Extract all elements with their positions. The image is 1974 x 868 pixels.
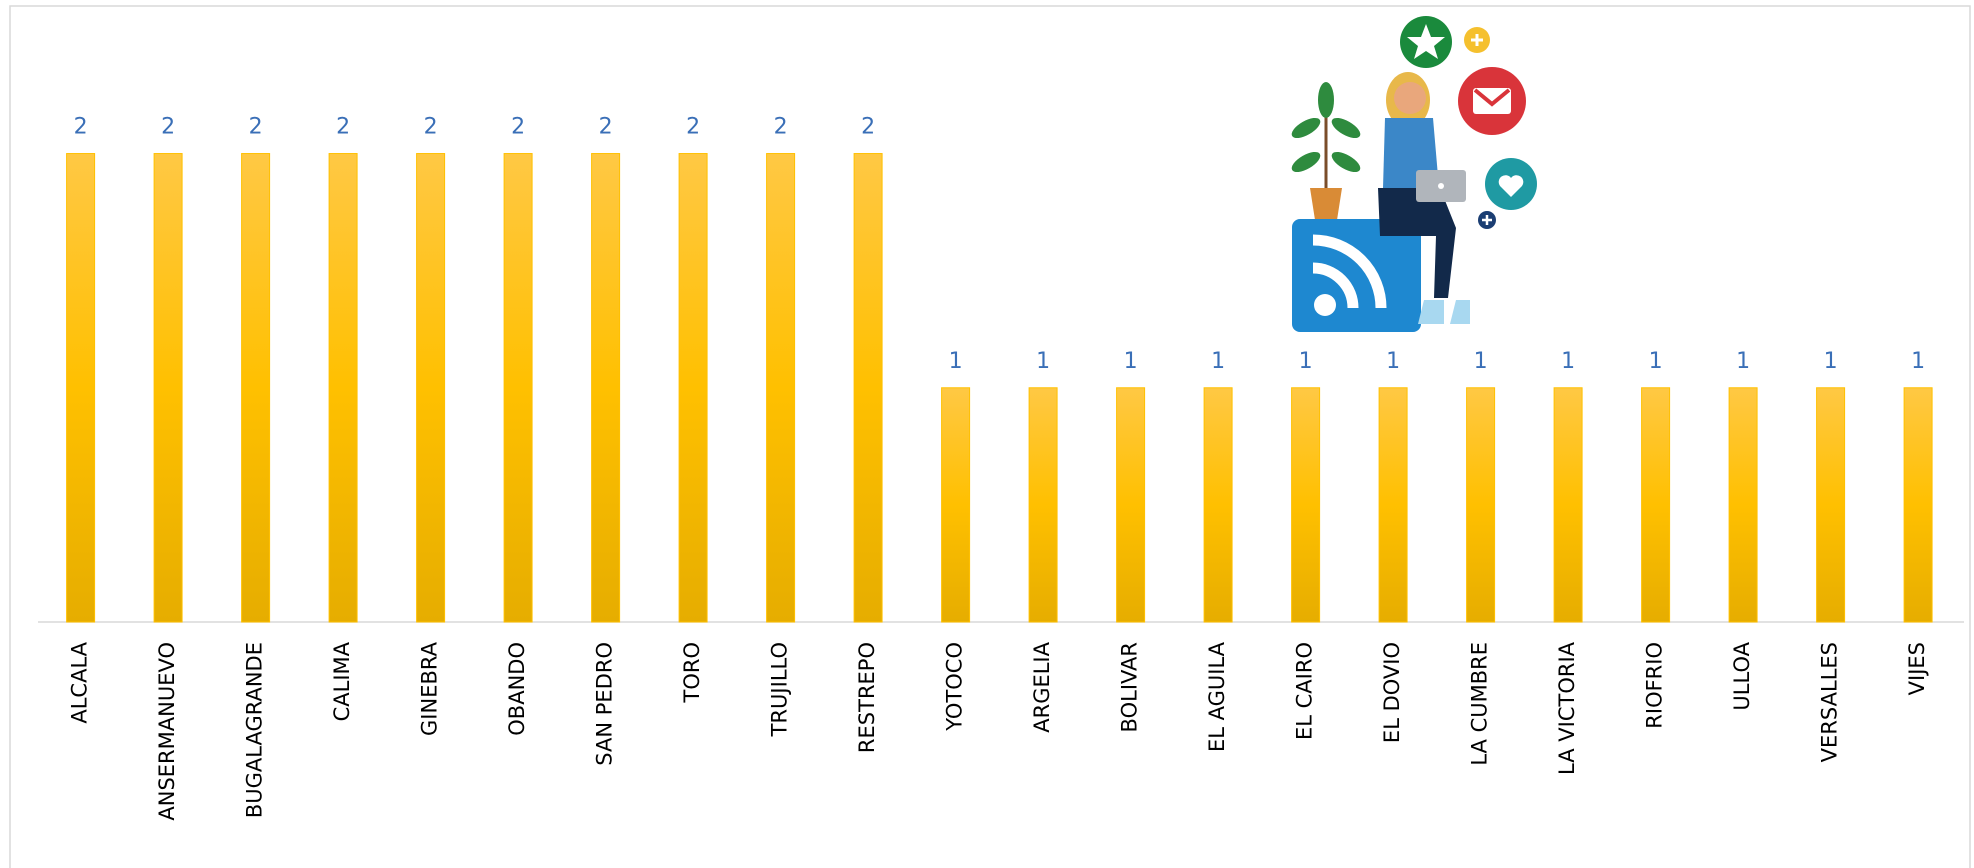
illustration [1291,16,1537,332]
x-tick-label: EL AGUILA [1205,641,1229,752]
x-tick-label: LA VICTORIA [1555,641,1579,775]
x-tick-label: VERSALLES [1818,642,1842,762]
bar [678,153,708,623]
x-tick-label: TRUJILLO [768,642,792,737]
data-label: 1 [1824,349,1838,374]
x-tick-label: TORO [680,642,704,703]
x-tick-label: CALIMA [330,641,354,721]
bar [1378,387,1408,623]
x-tick-label: RESTREPO [855,642,879,753]
bar [941,387,971,623]
bar [853,153,883,623]
bar [416,153,446,623]
data-label: 1 [1386,349,1400,374]
bar [241,153,271,623]
bar [503,153,533,623]
bar [1116,387,1146,623]
x-tick-label: ARGELIA [1030,641,1054,732]
x-tick-label: LA CUMBRE [1468,642,1492,766]
bar [766,153,796,623]
x-tick-label: YOTOCO [943,642,967,732]
bar [1641,387,1671,623]
data-label: 2 [336,115,350,140]
data-label: 2 [686,115,700,140]
data-label: 2 [161,115,175,140]
x-tick-label: EL DOVIO [1380,642,1404,743]
x-tick-label: BOLIVAR [1118,642,1142,732]
data-label: 2 [249,115,263,140]
data-label: 1 [1649,349,1663,374]
data-label: 1 [1036,349,1050,374]
bar [591,153,621,623]
x-tick-label: RIOFRIO [1643,642,1667,729]
bar [328,153,358,623]
x-tick-label: VIJES [1905,642,1929,695]
data-label: 1 [1211,349,1225,374]
data-label: 2 [599,115,613,140]
x-tick-label: SAN PEDRO [593,642,617,766]
data-label: 2 [511,115,525,140]
bar [153,153,183,623]
data-label: 1 [949,349,963,374]
data-label: 1 [1299,349,1313,374]
data-label: 1 [1911,349,1925,374]
data-label: 2 [774,115,788,140]
data-label: 1 [1736,349,1750,374]
data-label: 2 [424,115,438,140]
x-tick-label: OBANDO [505,642,529,736]
data-label: 2 [74,115,88,140]
bar [1903,387,1933,623]
x-tick-label: GINEBRA [418,641,442,736]
x-tick-label: ALCALA [68,641,92,723]
data-label: 2 [861,115,875,140]
chart-frame [9,5,1971,868]
bar [1466,387,1496,623]
data-label: 1 [1561,349,1575,374]
bar [1028,387,1058,623]
data-label: 1 [1124,349,1138,374]
data-label: 1 [1474,349,1488,374]
bar [1291,387,1321,623]
bar [66,153,96,623]
x-tick-label: BUGALAGRANDE [243,642,267,818]
x-tick-label: EL CAIRO [1293,642,1317,740]
x-tick-label: ULLOA [1730,641,1754,710]
bar [1553,387,1583,623]
x-tick-label: ANSERMANUEVO [155,642,179,821]
bar [1203,387,1233,623]
bar [1728,387,1758,623]
bar [1816,387,1846,623]
